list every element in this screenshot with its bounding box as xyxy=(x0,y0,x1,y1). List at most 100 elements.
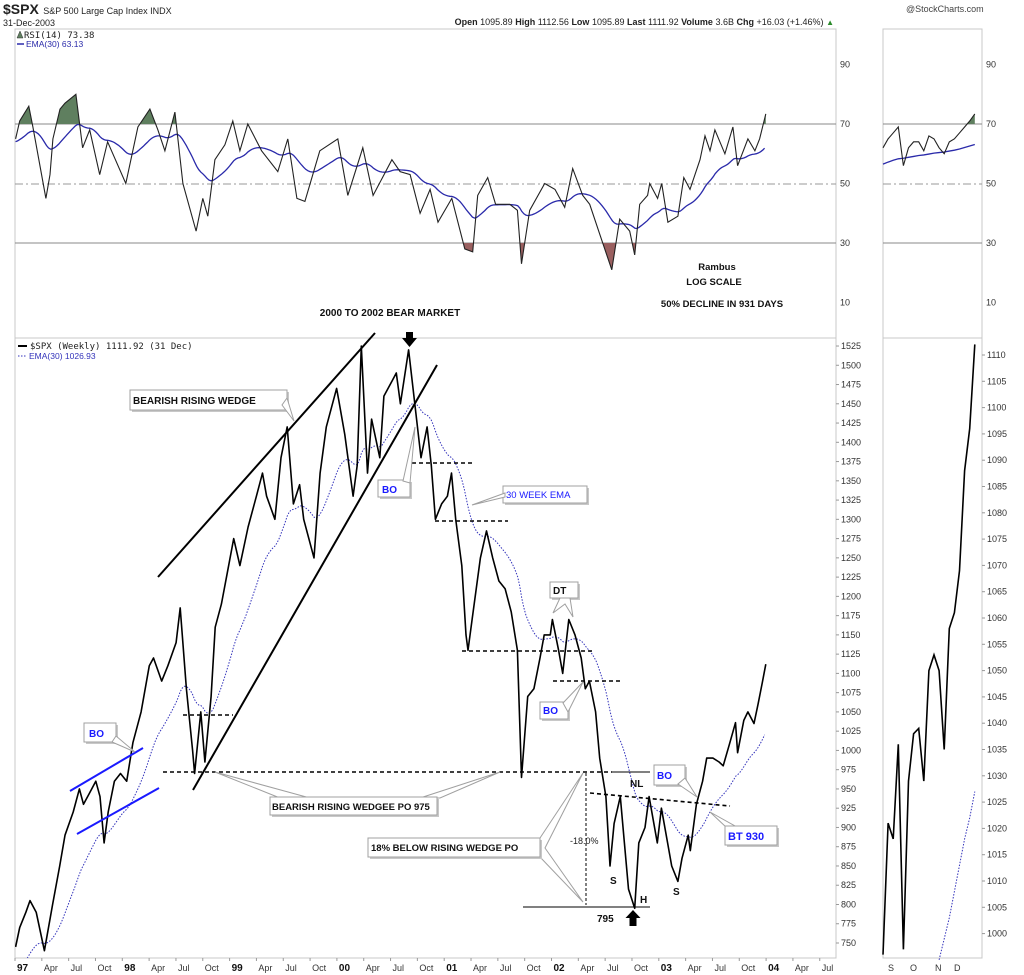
price-tick-label: 1300 xyxy=(841,514,861,524)
price-detail-tick-label: 1035 xyxy=(987,745,1007,755)
month-tick-label: Oct xyxy=(741,963,756,973)
callout-text: BEARISH RISING WEDGEE PO 975 xyxy=(272,802,431,813)
price-tick-label: 950 xyxy=(841,784,856,794)
callout-text: 18% BELOW RISING WEDGE PO xyxy=(371,843,518,854)
rsi-line xyxy=(15,93,767,270)
rsi-tick-label: 30 xyxy=(840,238,850,248)
month-tick-label: Jul xyxy=(607,963,619,973)
open-value: 1095.89 xyxy=(480,17,513,27)
year-tick-label: 99 xyxy=(232,963,244,974)
price-detail-line xyxy=(882,344,976,955)
rsi-detail-tick-label: 10 xyxy=(986,298,996,308)
price-tick-label: 1375 xyxy=(841,457,861,467)
price-tick-label: 825 xyxy=(841,880,856,890)
left-shoulder-label: S xyxy=(610,876,617,887)
rsi-ema-legend-label: EMA(30) 63.13 xyxy=(26,39,83,49)
month-tick-label: Oct xyxy=(97,963,112,973)
callout-text: BO xyxy=(382,485,397,496)
callout-text: BO xyxy=(543,706,558,717)
callout-text: BEARISH RISING WEDGE xyxy=(133,396,256,407)
price-detail-ema-line xyxy=(938,791,976,961)
rsi-detail-ema-line xyxy=(882,143,975,165)
price-detail-panel xyxy=(882,337,983,959)
price-ema-legend-label: EMA(30) 1026.93 xyxy=(29,351,96,361)
price-tick-label: 1175 xyxy=(841,611,860,621)
rsi-series-layer xyxy=(15,93,767,270)
volume-label: Volume xyxy=(681,17,713,27)
price-tick-label: 1525 xyxy=(841,341,861,351)
price-tick-label: 1250 xyxy=(841,553,861,563)
month-tick-label: Apr xyxy=(44,963,58,973)
rsi-legend: RSI(14) 73.38 EMA(30) 63.13 xyxy=(16,30,94,49)
price-detail-tick-label: 1010 xyxy=(987,876,1007,886)
price-detail-tick-label: 1055 xyxy=(987,639,1007,649)
price-tick-label: 875 xyxy=(841,842,856,852)
support-resistance-lines xyxy=(163,462,731,807)
callout-text: 30 WEEK EMA xyxy=(506,490,571,501)
callout-text: BO xyxy=(89,729,104,740)
price-detail-tick-label: 1090 xyxy=(987,455,1007,465)
price-detail-tick-label: 1100 xyxy=(987,403,1006,413)
detail-month-tick-label: N xyxy=(935,963,942,973)
price-detail-tick-label: 1005 xyxy=(987,902,1007,912)
month-tick-label: Oct xyxy=(419,963,434,973)
price-tick-label: 1025 xyxy=(841,726,861,736)
month-tick-label: Oct xyxy=(205,963,220,973)
price-tick-label: 1425 xyxy=(841,418,861,428)
month-tick-label: Oct xyxy=(312,963,327,973)
price-legend-label: $SPX (Weekly) 1111.92 (31 Dec) xyxy=(30,342,193,352)
chg-label: Chg xyxy=(736,17,754,27)
rsi-detail-panel xyxy=(882,28,983,339)
price-tick-label: 850 xyxy=(841,861,856,871)
month-tick-label: Apr xyxy=(580,963,594,973)
price-detail-tick-label: 1050 xyxy=(987,666,1007,676)
rsi-detail-tick-label: 30 xyxy=(986,238,996,248)
year-tick-label: 03 xyxy=(661,963,673,974)
year-tick-label: 00 xyxy=(339,963,351,974)
open-label: Open xyxy=(454,17,478,27)
detail-month-tick-label: O xyxy=(910,963,917,973)
rsi-detail-tick-label: 50 xyxy=(986,179,996,189)
price-detail-tick-label: 1000 xyxy=(987,929,1007,939)
price-detail-tick-label: 1025 xyxy=(987,797,1007,807)
scale-note: LOG SCALE xyxy=(686,277,741,288)
month-tick-label: Oct xyxy=(527,963,542,973)
month-tick-label: Apr xyxy=(795,963,809,973)
month-tick-label: Apr xyxy=(258,963,272,973)
year-tick-label: 98 xyxy=(124,963,136,974)
month-tick-label: Jul xyxy=(71,963,83,973)
price-tick-label: 1350 xyxy=(841,476,861,486)
month-tick-label: Jul xyxy=(285,963,297,973)
rsi-detail-line xyxy=(882,113,976,166)
price-detail-tick-label: 1045 xyxy=(987,692,1007,702)
rsi-tick-label: 50 xyxy=(840,179,850,189)
month-tick-label: Jul xyxy=(714,963,726,973)
callout-30-week-ema: 30 WEEK EMA xyxy=(471,485,589,506)
price-tick-label: 1125 xyxy=(841,649,860,659)
channel-lower-line xyxy=(76,787,160,835)
rsi-panel xyxy=(14,28,837,339)
price-tick-label: 775 xyxy=(841,919,856,929)
price-tick-label: 1500 xyxy=(841,360,861,370)
price-tick-label: 1325 xyxy=(841,495,861,505)
price-tick-label: 1400 xyxy=(841,437,861,447)
price-tick-label: 1150 xyxy=(841,630,860,640)
price-detail-tick-label: 1105 xyxy=(987,376,1006,386)
month-tick-label: Jul xyxy=(500,963,512,973)
price-tick-label: 1200 xyxy=(841,591,861,601)
month-tick-label: Apr xyxy=(473,963,487,973)
rsi-legend-label: RSI(14) 73.38 xyxy=(24,31,94,41)
bear-market-title: 2000 TO 2002 BEAR MARKET xyxy=(320,308,460,319)
month-tick-label: Apr xyxy=(366,963,380,973)
high-label: High xyxy=(515,17,536,27)
neckline-label: NL xyxy=(630,779,643,790)
callout-bo-wedge: BO xyxy=(377,426,416,499)
year-tick-label: 01 xyxy=(446,963,458,974)
callout-bt-930: BT 930 xyxy=(709,811,779,847)
year-tick-label: 04 xyxy=(768,963,780,974)
month-tick-label: Oct xyxy=(634,963,649,973)
volume-value: 3.6B xyxy=(715,17,734,27)
annotations: 2000 TO 2002 BEAR MARKET BEARISH RISING … xyxy=(69,262,783,926)
price-tick-label: 975 xyxy=(841,765,856,775)
callout-dt: DT xyxy=(549,581,580,618)
